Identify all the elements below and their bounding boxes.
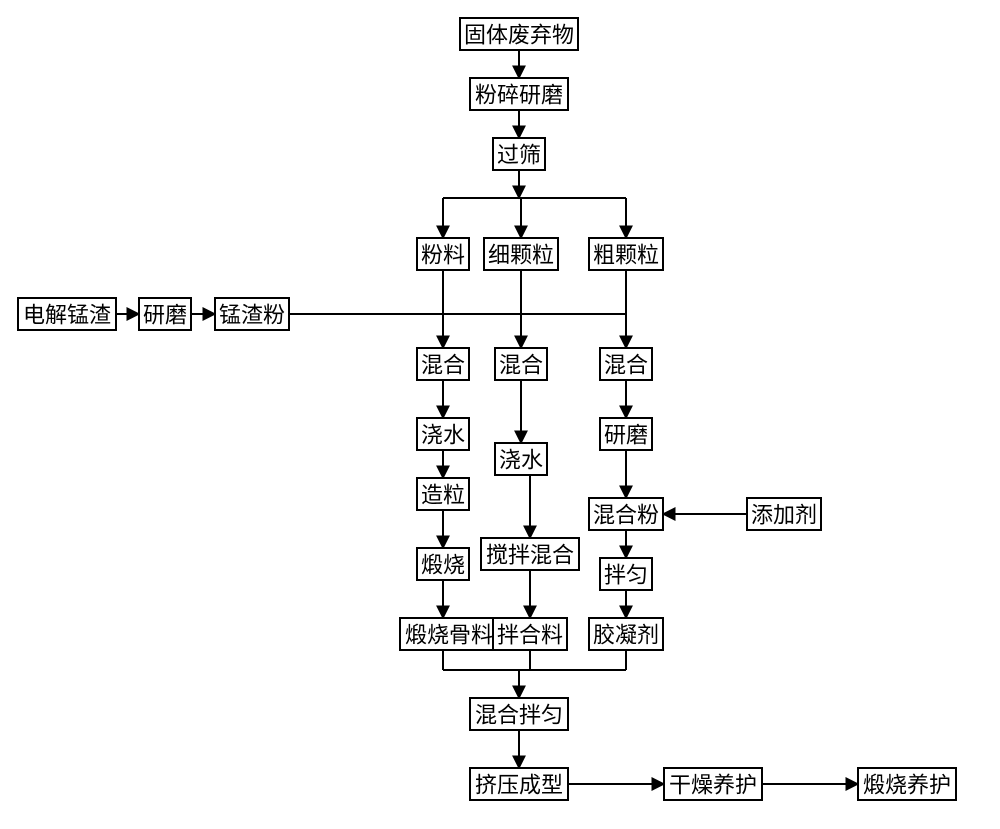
node-label: 添加剂 xyxy=(751,503,817,528)
node-n11: 混合 xyxy=(495,348,547,380)
node-n21: 拌匀 xyxy=(600,558,652,590)
node-label: 细颗粒 xyxy=(488,243,554,268)
node-label: 浇水 xyxy=(421,423,465,448)
node-label: 混合 xyxy=(421,353,465,378)
node-label: 混合拌匀 xyxy=(475,703,563,728)
node-n24: 胶凝剂 xyxy=(589,618,663,650)
node-label: 研磨 xyxy=(604,423,648,448)
node-n7: 电解锰渣 xyxy=(18,298,116,330)
node-n14: 浇水 xyxy=(495,443,547,475)
node-n20: 煅烧 xyxy=(417,548,469,580)
node-n1: 固体废弃物 xyxy=(460,18,578,50)
node-label: 煅烧 xyxy=(421,553,465,578)
node-n26: 挤压成型 xyxy=(470,768,568,800)
node-label: 混合 xyxy=(499,353,543,378)
node-n2: 粉碎研磨 xyxy=(470,78,568,110)
node-label: 混合 xyxy=(604,353,648,378)
node-label: 浇水 xyxy=(499,448,543,473)
node-label: 煅烧养护 xyxy=(863,773,951,798)
node-n17: 搅拌混合 xyxy=(481,538,579,570)
node-n23: 拌合料 xyxy=(493,618,567,650)
node-label: 研磨 xyxy=(143,303,187,328)
node-label: 电解锰渣 xyxy=(23,303,111,328)
node-n4: 粉料 xyxy=(417,238,469,270)
node-label: 煅烧骨料 xyxy=(405,623,493,648)
node-n8: 研磨 xyxy=(139,298,191,330)
node-n27: 干燥养护 xyxy=(664,768,762,800)
node-n10: 混合 xyxy=(417,348,469,380)
node-n9: 锰渣粉 xyxy=(215,298,289,330)
node-label: 粉料 xyxy=(421,243,465,268)
node-label: 混合粉 xyxy=(593,503,659,528)
node-n3: 过筛 xyxy=(493,138,545,170)
node-label: 固体废弃物 xyxy=(464,23,574,48)
node-label: 锰渣粉 xyxy=(219,303,285,328)
node-n5: 细颗粒 xyxy=(484,238,558,270)
edges-layer xyxy=(116,50,858,784)
node-label: 挤压成型 xyxy=(475,773,563,798)
node-label: 粗颗粒 xyxy=(593,243,659,268)
node-label: 粉碎研磨 xyxy=(475,83,563,108)
flowchart-canvas: 固体废弃物粉碎研磨过筛粉料细颗粒粗颗粒电解锰渣研磨锰渣粉混合混合混合浇水浇水研磨… xyxy=(0,0,1000,829)
node-n16: 造粒 xyxy=(417,478,469,510)
node-n13: 浇水 xyxy=(417,418,469,450)
node-n25: 混合拌匀 xyxy=(470,698,568,730)
node-label: 拌匀 xyxy=(604,563,648,588)
node-label: 胶凝剂 xyxy=(593,623,659,648)
node-n6: 粗颗粒 xyxy=(589,238,663,270)
node-label: 干燥养护 xyxy=(669,773,757,798)
node-n18: 混合粉 xyxy=(589,498,663,530)
node-n15: 研磨 xyxy=(600,418,652,450)
node-label: 造粒 xyxy=(421,483,465,508)
node-label: 过筛 xyxy=(497,143,541,168)
node-label: 拌合料 xyxy=(497,623,563,648)
node-n28: 煅烧养护 xyxy=(858,768,956,800)
node-n19: 添加剂 xyxy=(747,498,821,530)
node-n12: 混合 xyxy=(600,348,652,380)
node-label: 搅拌混合 xyxy=(486,543,574,568)
nodes-layer: 固体废弃物粉碎研磨过筛粉料细颗粒粗颗粒电解锰渣研磨锰渣粉混合混合混合浇水浇水研磨… xyxy=(18,18,956,800)
node-n22: 煅烧骨料 xyxy=(400,618,498,650)
